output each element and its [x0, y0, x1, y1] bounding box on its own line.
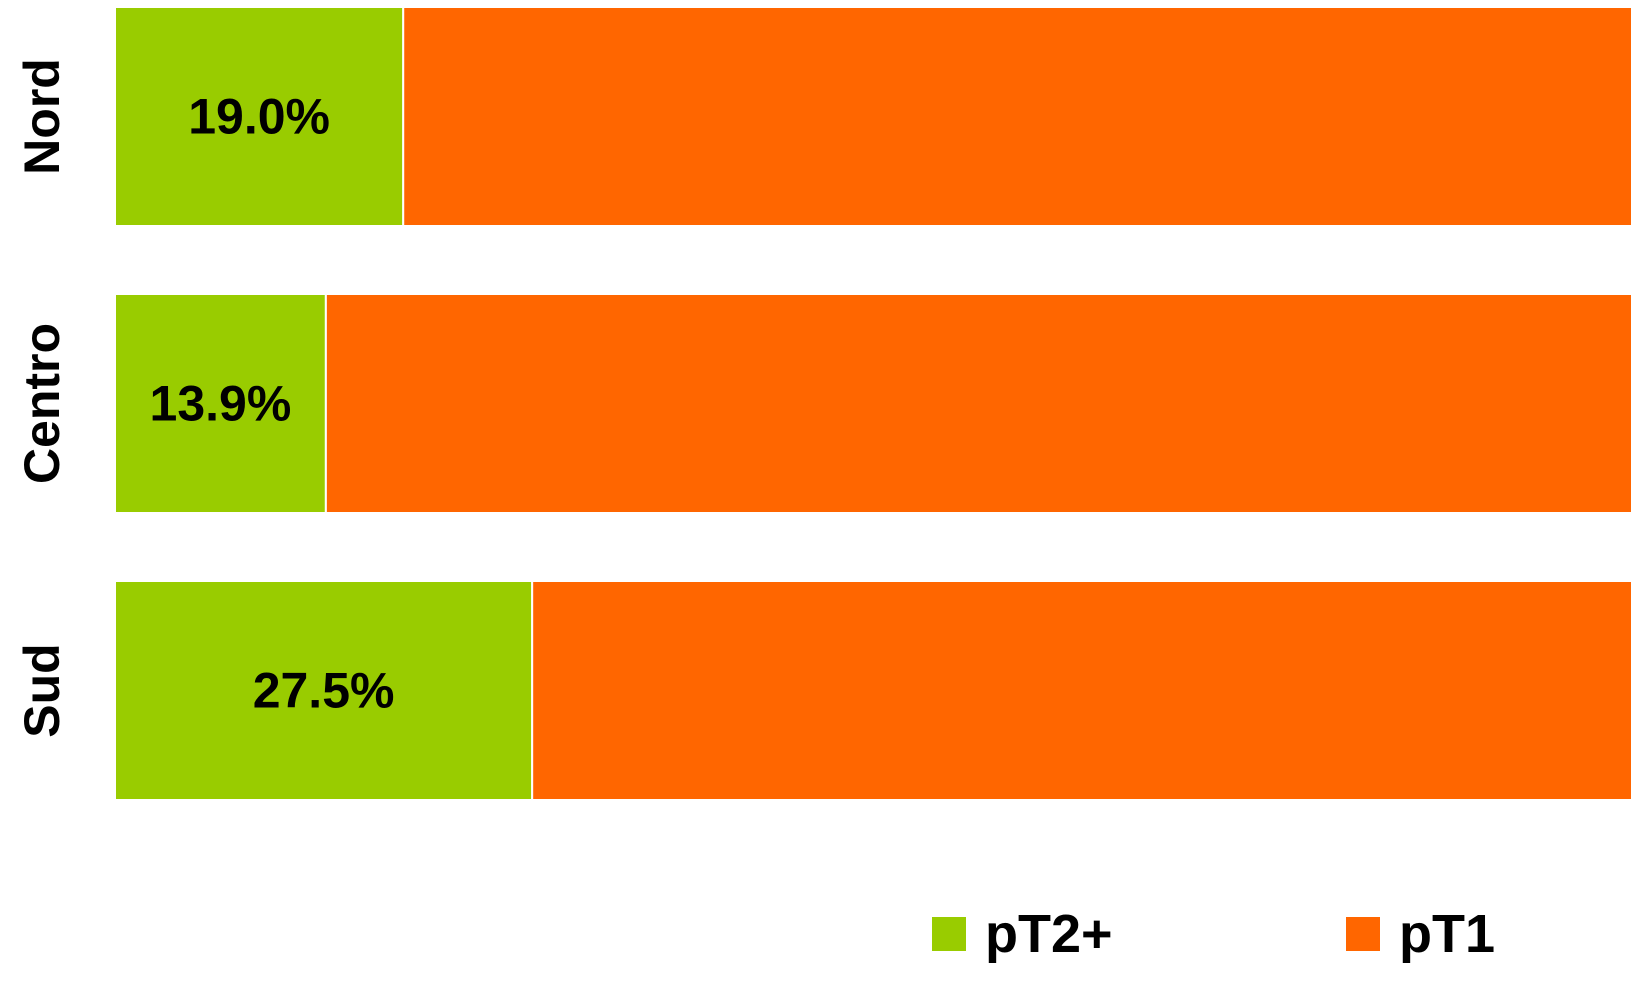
legend-item-pt2: pT2+	[932, 904, 1113, 964]
category-label-nord: Nord	[14, 58, 70, 175]
data-label-centro: 13.9%	[150, 376, 292, 432]
data-label-sud: 27.5%	[253, 663, 395, 719]
category-label-sud: Sud	[14, 643, 70, 737]
bars-layer	[114, 6, 1634, 801]
bar-pt1-sud	[531, 580, 1633, 801]
labels-layer: 19.0% Nord 13.9% Centro 27.5% Sud	[14, 58, 394, 738]
data-label-nord: 19.0%	[188, 89, 330, 145]
bar-pt2-sud	[114, 580, 534, 801]
bar-pt1-nord	[402, 6, 1634, 227]
legend-swatch-pt2	[932, 917, 966, 951]
legend-label-pt2: pT2+	[985, 904, 1113, 964]
bar-pt2-nord	[114, 6, 405, 227]
legend-item-pt1: pT1	[1346, 904, 1495, 964]
bar-pt2-centro	[114, 293, 327, 514]
category-label-centro: Centro	[14, 323, 70, 484]
legend-label-pt1: pT1	[1399, 904, 1495, 964]
bar-pt1-centro	[324, 293, 1633, 514]
legend: pT2+ pT1	[932, 904, 1495, 964]
legend-swatch-pt1	[1346, 917, 1380, 951]
